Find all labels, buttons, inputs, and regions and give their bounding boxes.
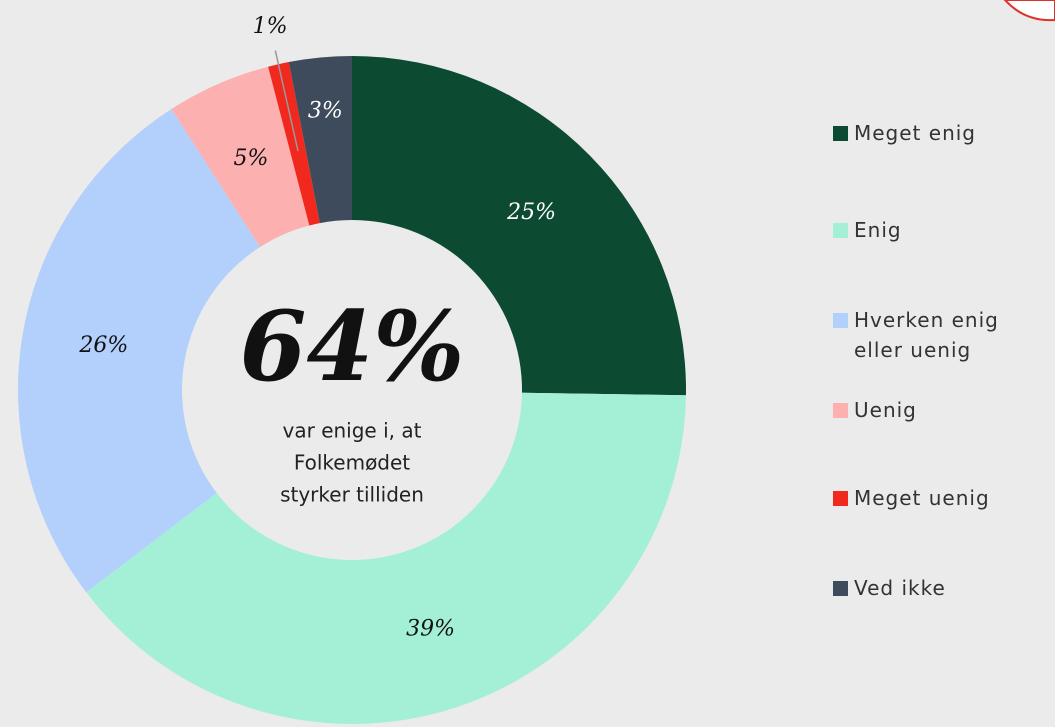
legend-item: Enig [833, 215, 1018, 245]
slice [17, 109, 261, 593]
value-label: 5% [234, 146, 269, 171]
legend-label: Ved ikke [854, 576, 946, 600]
slice [288, 56, 352, 224]
center-text: styrker tilliden [280, 483, 424, 507]
legend-swatch [833, 223, 848, 238]
value-label: 1% [253, 14, 288, 39]
value-label: 25% [506, 200, 556, 225]
slice [352, 56, 686, 396]
legend-label: Hverken enig eller uenig [854, 308, 999, 362]
legend-swatch [833, 403, 848, 418]
legend-item: Meget uenig [833, 483, 1018, 513]
value-label: 26% [78, 333, 128, 358]
slice [171, 66, 310, 247]
center-text: Folkemødet [294, 451, 410, 475]
legend-label: Meget uenig [854, 486, 990, 510]
legend-item: Meget enig [833, 118, 1018, 148]
center-text: var enige i, at [283, 419, 422, 443]
slice [86, 392, 686, 725]
legend-item: Ved ikke [833, 573, 1018, 603]
legend-swatch [833, 581, 848, 596]
leader-line [274, 50, 299, 152]
legend-swatch [833, 491, 848, 506]
legend-swatch [833, 126, 848, 141]
legend-label: Enig [854, 218, 902, 242]
value-label: 39% [406, 616, 455, 641]
legend-item: Hverken enig eller uenig [833, 305, 1018, 365]
legend-label: Uenig [854, 398, 917, 422]
value-label: 3% [308, 98, 343, 123]
decoration [1003, 0, 1055, 22]
legend-swatch [833, 313, 848, 328]
slice [268, 62, 320, 226]
center-label: 64% [240, 290, 465, 403]
legend-item: Uenig [833, 395, 1018, 425]
legend-label: Meget enig [854, 121, 976, 145]
